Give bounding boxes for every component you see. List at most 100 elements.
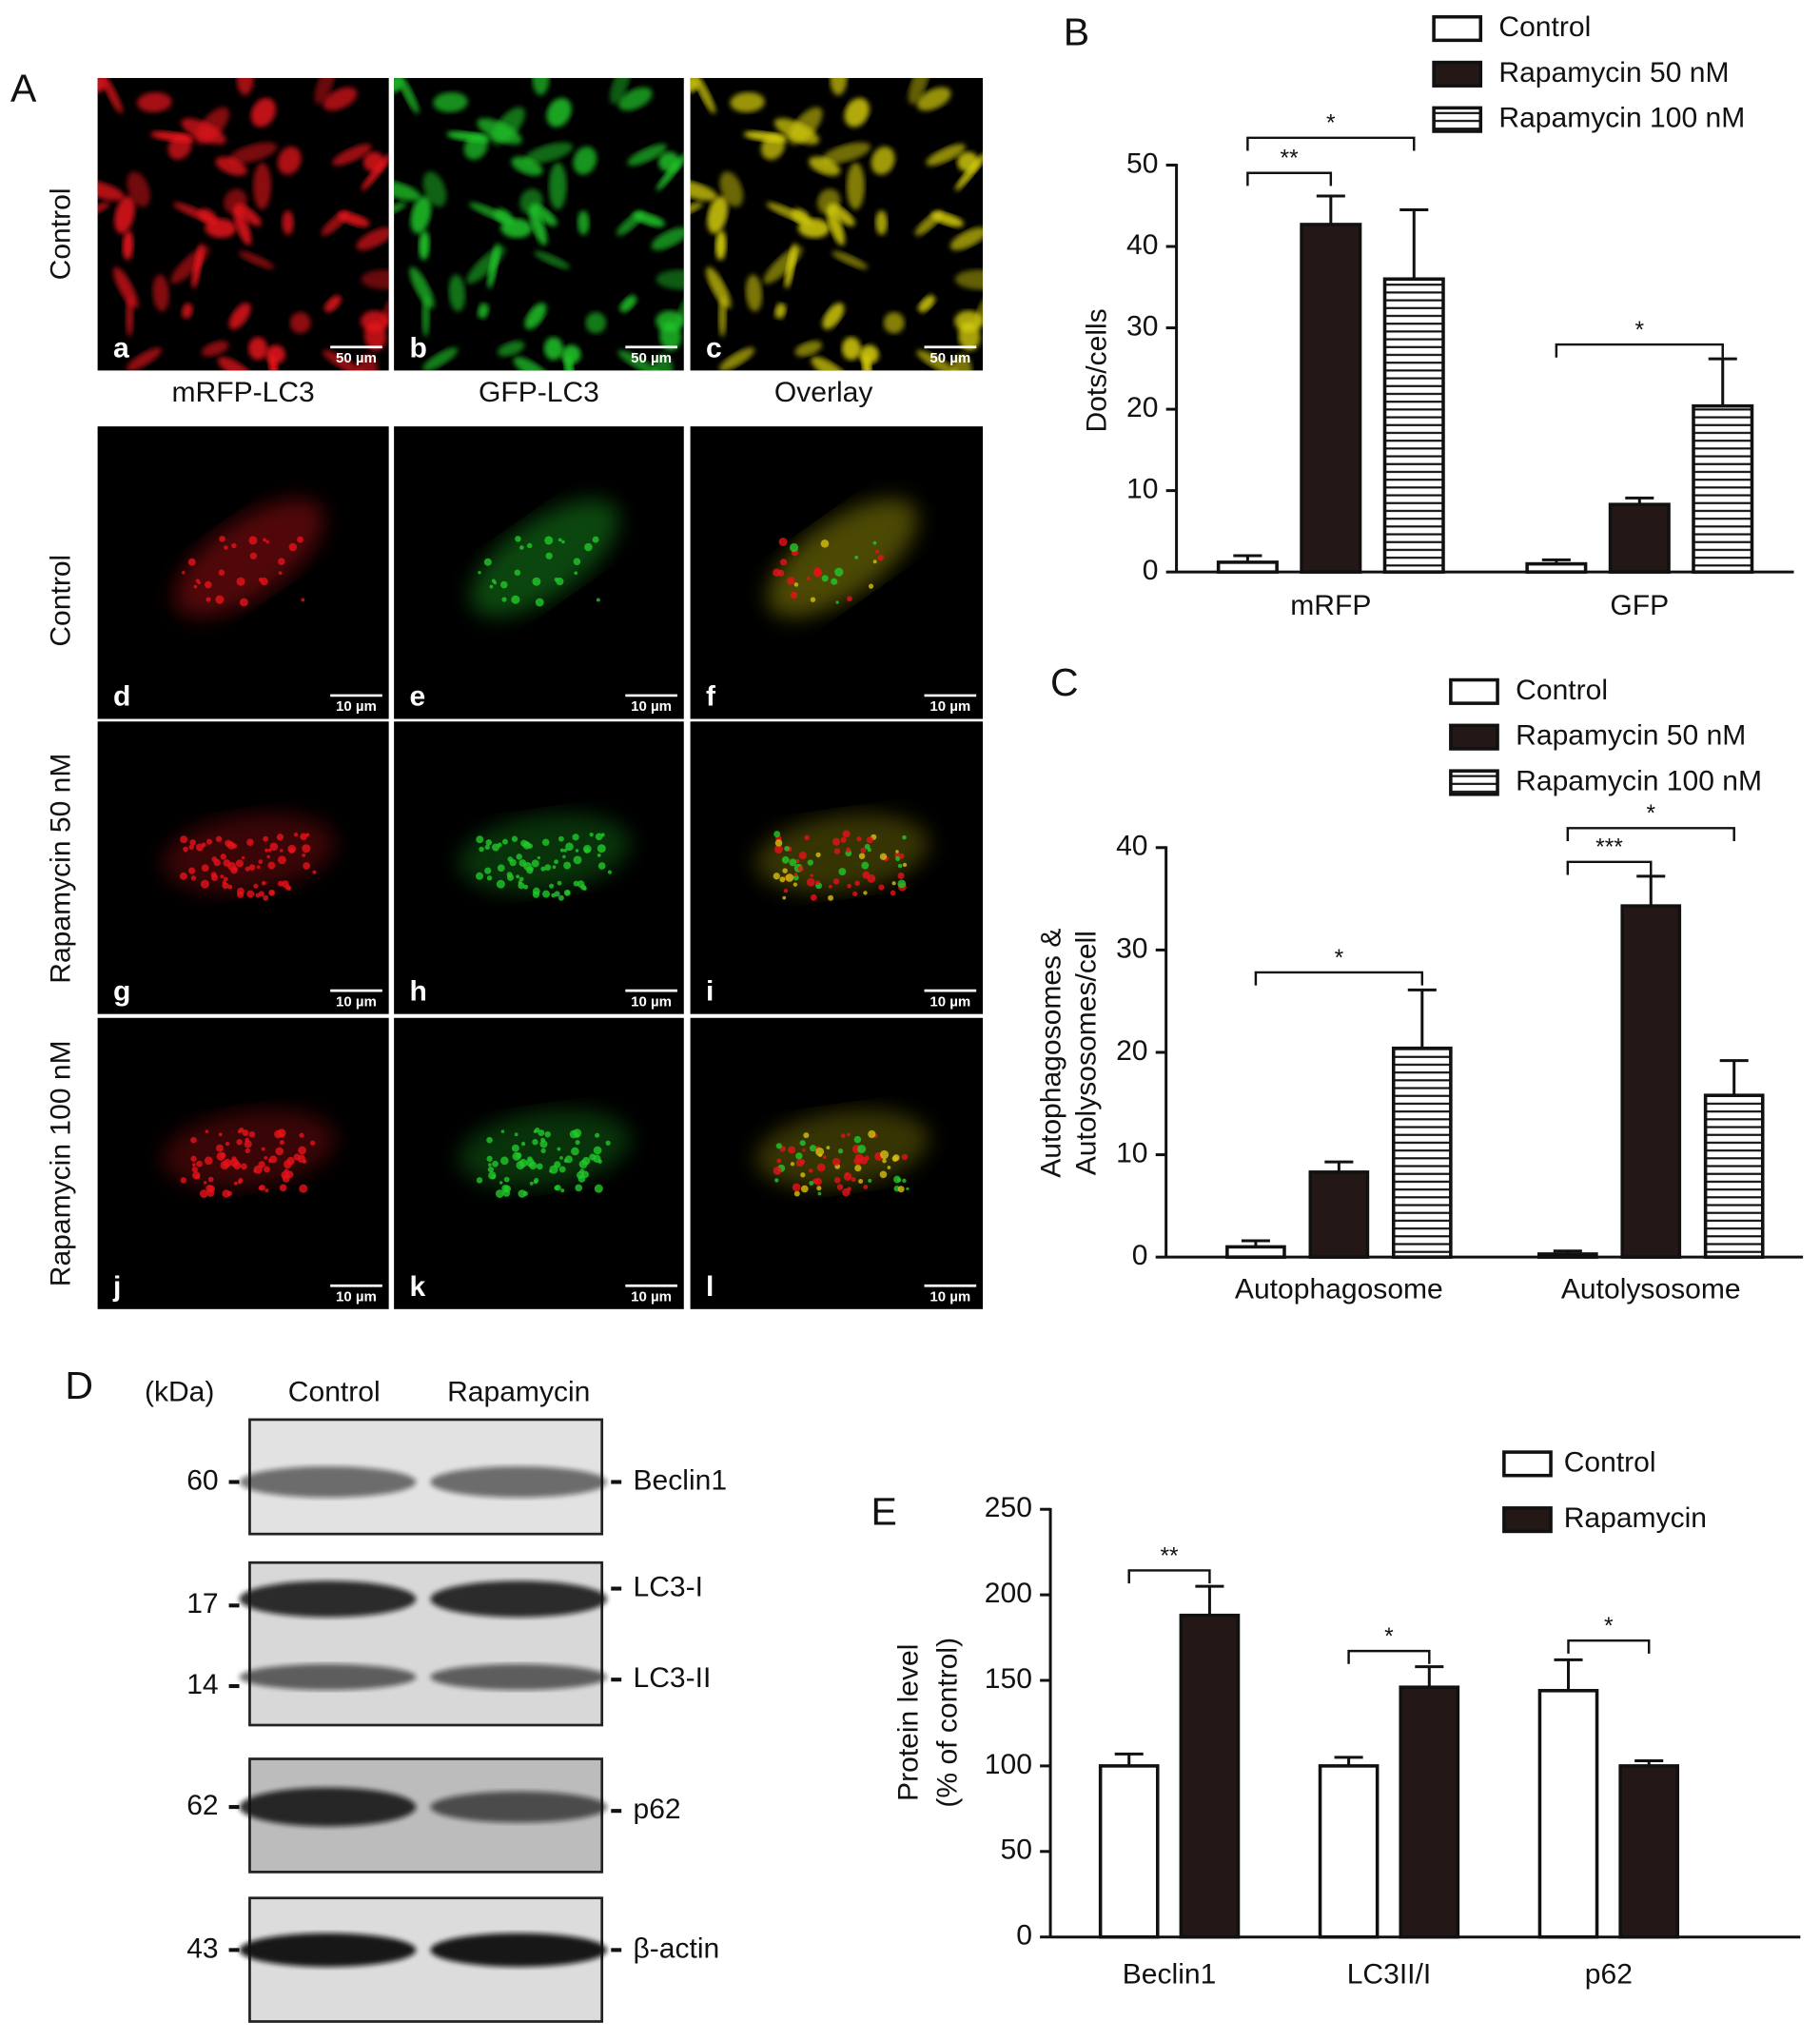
cell [113, 266, 139, 309]
micrograph: k 10 µm [394, 1017, 684, 1309]
puncta [816, 1163, 826, 1172]
puncta [558, 538, 562, 542]
puncta [573, 558, 581, 566]
panel-label: B [1064, 10, 1089, 54]
puncta [519, 876, 524, 882]
puncta [863, 891, 868, 895]
puncta [255, 893, 261, 898]
puncta [817, 1191, 822, 1196]
puncta [288, 542, 298, 552]
puncta [193, 584, 198, 589]
puncta [572, 834, 579, 841]
puncta [780, 559, 788, 566]
x-tick-label: Beclin1 [1123, 1959, 1217, 1991]
puncta [269, 842, 279, 852]
puncta [532, 1139, 538, 1146]
cell [617, 349, 660, 371]
y-tick-label: 40 [1126, 229, 1158, 261]
puncta [245, 866, 250, 872]
y-tick-label: 30 [1116, 932, 1147, 964]
puncta [236, 1139, 243, 1146]
cell [477, 118, 522, 145]
cell [97, 180, 125, 202]
puncta [476, 1177, 483, 1184]
puncta [858, 1179, 864, 1184]
micrograph-content [470, 499, 619, 618]
cell [926, 144, 966, 167]
micrograph-content [394, 77, 684, 371]
cell [238, 250, 275, 269]
puncta [248, 864, 256, 872]
puncta [863, 1184, 869, 1190]
protein-band [430, 1791, 608, 1823]
puncta [840, 1133, 846, 1139]
puncta [205, 597, 211, 602]
puncta [834, 567, 844, 577]
puncta [276, 834, 284, 841]
panel-label: D [65, 1364, 93, 1407]
puncta [537, 855, 541, 860]
puncta [847, 1132, 851, 1137]
puncta [845, 847, 851, 853]
puncta [207, 1185, 216, 1193]
puncta [528, 1161, 538, 1170]
puncta [902, 862, 908, 867]
band-label: Beclin1 [633, 1464, 727, 1496]
puncta [263, 835, 269, 842]
puncta [225, 1141, 230, 1147]
tile-letter: g [113, 976, 130, 1008]
cell [409, 266, 435, 309]
puncta [527, 843, 534, 849]
y-tick-label: 200 [985, 1578, 1032, 1609]
puncta [195, 579, 200, 583]
puncta [775, 1143, 782, 1149]
micrograph: b 50 µm [394, 77, 684, 371]
puncta [499, 580, 508, 589]
cell [323, 295, 342, 313]
micrograph-content [174, 499, 324, 618]
puncta [779, 876, 786, 883]
puncta [529, 866, 534, 872]
puncta [258, 891, 264, 897]
puncta [190, 875, 197, 881]
micrograph: f 10 µm [690, 426, 984, 719]
puncta [486, 1155, 493, 1162]
cell [610, 77, 632, 105]
tile-letter: l [706, 1271, 714, 1303]
puncta [808, 1168, 813, 1173]
puncta [286, 1156, 295, 1166]
puncta [231, 843, 238, 849]
cell [323, 87, 358, 111]
puncta [840, 836, 847, 843]
puncta [788, 1146, 796, 1154]
puncta [842, 1187, 851, 1197]
puncta [891, 1155, 898, 1162]
cell [224, 188, 247, 215]
puncta [773, 845, 783, 854]
puncta [495, 1189, 504, 1198]
cell [690, 202, 703, 216]
y-axis-label: Autophagosomes & [1036, 929, 1067, 1178]
puncta [312, 870, 317, 874]
lane-label: Rapamycin [447, 1377, 590, 1408]
cell [619, 295, 637, 313]
puncta [183, 846, 188, 853]
puncta [278, 571, 283, 576]
puncta [573, 1128, 582, 1138]
bar [1225, 1245, 1286, 1259]
tile-letter: d [113, 681, 130, 713]
significance-label: ** [1281, 147, 1300, 172]
puncta [215, 835, 223, 842]
puncta [297, 536, 303, 543]
puncta [563, 848, 568, 853]
puncta [782, 868, 788, 873]
cell [811, 356, 849, 371]
puncta [832, 837, 841, 846]
micrograph-content [162, 1109, 336, 1198]
puncta [532, 577, 541, 586]
cell [743, 130, 789, 143]
bar [1179, 1613, 1241, 1939]
puncta [893, 1175, 901, 1184]
y-tick-label: 0 [1016, 1920, 1032, 1952]
y-tick-label: 150 [985, 1663, 1032, 1695]
